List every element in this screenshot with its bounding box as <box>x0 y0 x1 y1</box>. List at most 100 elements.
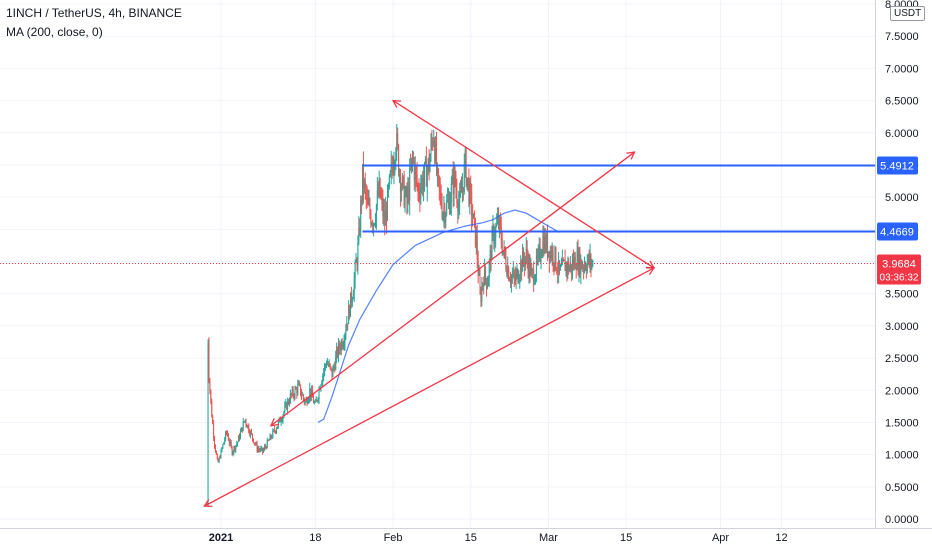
candle-body <box>544 235 546 253</box>
candle-body <box>332 367 334 377</box>
candle-body <box>331 368 333 377</box>
candle-body <box>500 226 502 243</box>
candle-body <box>490 251 492 261</box>
candle-body <box>336 348 338 357</box>
candle-body <box>255 443 257 445</box>
candle-body <box>563 259 565 261</box>
candle-body <box>209 379 211 390</box>
candle-body <box>558 260 560 273</box>
horizontal-levels[interactable] <box>362 164 875 233</box>
arrow-head <box>391 99 402 108</box>
y-tick-label: 7.0000 <box>885 63 919 75</box>
candle-body <box>290 393 292 395</box>
candle-body <box>420 187 422 199</box>
candle-body <box>507 267 509 276</box>
candle-body <box>569 267 571 272</box>
last-price-label: 3.9684 <box>882 259 916 271</box>
candle-body <box>409 167 411 201</box>
candle-body <box>214 437 216 446</box>
candle-body <box>592 260 594 264</box>
candle-body <box>511 275 513 277</box>
candle-body <box>211 401 213 417</box>
candle-body <box>369 203 371 215</box>
candle-body <box>288 400 290 404</box>
candle-body <box>350 292 352 303</box>
candle-body <box>489 251 491 262</box>
candle-body <box>289 393 291 403</box>
x-tick-label: Apr <box>712 532 729 544</box>
candle-body <box>553 263 555 265</box>
candle-body <box>288 402 290 404</box>
candle-body <box>215 451 217 455</box>
candle-body <box>282 415 284 421</box>
candle-body <box>562 259 564 261</box>
candle-body <box>494 237 496 243</box>
candle-body <box>260 448 262 451</box>
candle-body <box>484 267 486 286</box>
candle-body <box>432 141 434 145</box>
candle-body <box>353 279 355 295</box>
candle-body <box>293 395 295 397</box>
candle-body <box>581 260 583 270</box>
candle-body <box>516 269 518 274</box>
candle-body <box>376 190 378 205</box>
candle-body <box>496 222 498 226</box>
candle-body <box>583 267 585 269</box>
candle-body <box>397 133 399 146</box>
candle-body <box>375 204 377 222</box>
y-tick-label: 3.0000 <box>885 321 919 333</box>
candle-body <box>579 251 581 275</box>
candle-body <box>280 421 282 423</box>
candle-body <box>394 162 396 166</box>
candle-body <box>385 210 387 226</box>
candle-body <box>373 223 375 228</box>
candle-body <box>216 454 218 460</box>
candle-body <box>365 187 367 198</box>
candle-body <box>590 255 592 266</box>
candle-body <box>486 286 488 288</box>
level-price-label: 4.4669 <box>880 226 914 238</box>
candle-body <box>325 364 327 366</box>
candle-body <box>316 400 318 402</box>
candle-body <box>392 167 394 174</box>
candle-body <box>538 245 540 251</box>
candle-body <box>436 169 438 172</box>
currency-label[interactable]: USDT <box>890 6 926 21</box>
candle-body <box>301 394 303 396</box>
candle-body <box>326 363 328 365</box>
candle-body <box>292 389 294 396</box>
candle-body <box>535 275 536 282</box>
ma-indicator-label[interactable]: MA (200, close, 0) <box>6 25 103 39</box>
candle-body <box>463 163 465 192</box>
candle-body <box>344 334 346 343</box>
candle-body <box>313 397 314 403</box>
candle-body <box>445 213 447 222</box>
candle-body <box>447 200 449 202</box>
y-tick-label: 6.5000 <box>885 96 919 108</box>
candle-body <box>566 263 568 272</box>
candle-body <box>214 445 216 452</box>
candle-body <box>554 247 556 265</box>
candle-body <box>401 176 403 189</box>
candle-body <box>522 251 524 272</box>
candle-body <box>523 260 525 266</box>
candle-body <box>318 388 320 399</box>
candle-body <box>396 133 398 153</box>
candle-series <box>206 123 594 508</box>
candle-body <box>343 342 345 346</box>
candle-body <box>533 270 535 284</box>
candle-body <box>454 167 456 184</box>
symbol-title[interactable]: 1INCH / TetherUS, 4h, BINANCE <box>6 6 182 20</box>
candle-body <box>574 256 576 269</box>
y-tick-label: 0.0000 <box>885 514 919 526</box>
candle-body <box>297 385 299 394</box>
arrow-head <box>269 418 279 427</box>
candle-body <box>548 251 550 261</box>
trendline-drawings[interactable] <box>203 99 656 507</box>
candle-body <box>273 429 275 431</box>
candle-body <box>284 405 286 412</box>
candle-body <box>587 254 589 262</box>
candle-body <box>584 265 586 269</box>
candle-body <box>245 419 247 425</box>
